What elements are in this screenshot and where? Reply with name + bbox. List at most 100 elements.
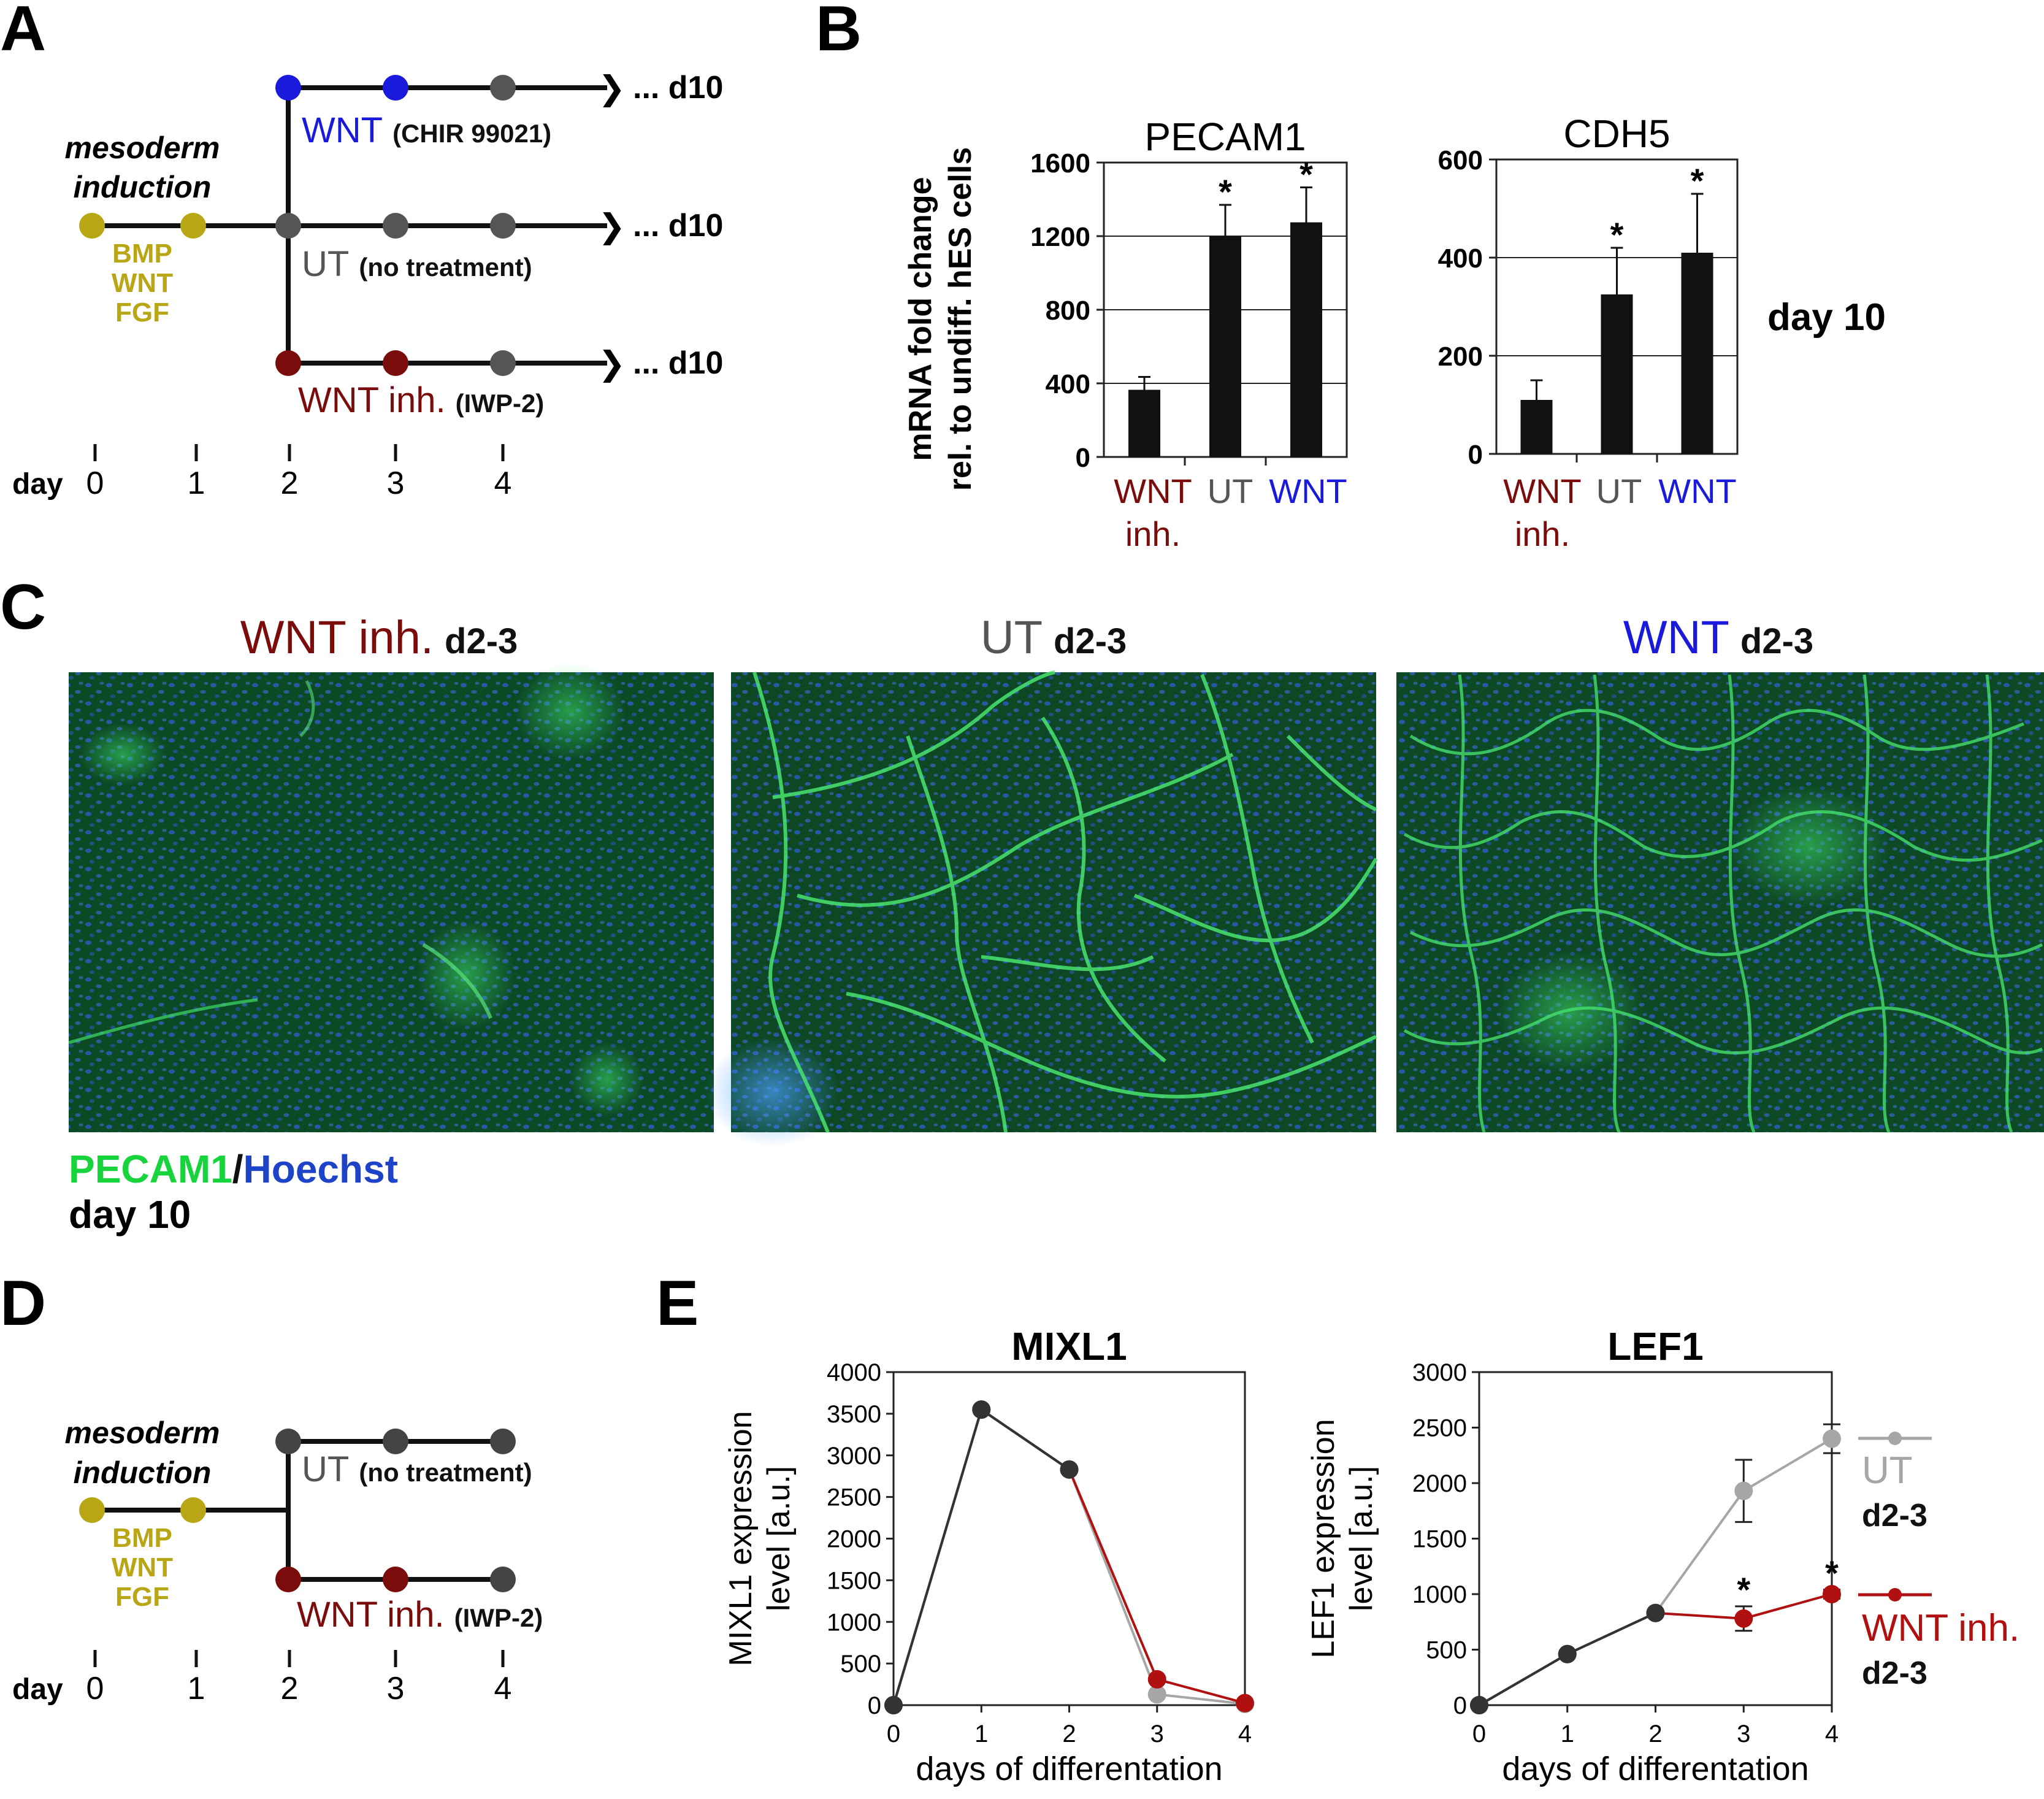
chart-title: CDH5 [1563,112,1670,156]
d-mesoderm-label: mesoderm [65,1416,220,1450]
data-point [1734,1481,1753,1500]
legend-inh-sub: d2-3 [1862,1655,1927,1691]
c-day10-label: day 10 [69,1192,191,1237]
x-tick-label: 1 [1561,1720,1574,1747]
y-tick-label: 0 [1453,1692,1467,1719]
chart-title: LEF1 [1607,1324,1703,1368]
x-tick-label: 0 [1472,1720,1486,1747]
wnt-dot [383,75,408,101]
y-axis-label: LEF1 expression [1306,1419,1341,1658]
legend-ut-marker [1888,1432,1902,1445]
c-title-wnt: WNT d2-3 [1623,612,1813,664]
y-tick-label: 2000 [827,1526,881,1553]
shared-line [892,1407,1070,1706]
factor-fgf: FGF [115,297,169,328]
micrograph-ut [705,670,1378,1147]
day-tick-label: 4 [494,466,512,501]
d-factor-bmp: BMP [112,1523,172,1553]
x-tick-label: 4 [1825,1720,1839,1747]
y-tick-label: 3000 [1412,1359,1467,1386]
series-line [892,1407,1246,1706]
y-axis-label: level [a.u.] [761,1466,797,1611]
data-point [1823,1585,1841,1603]
day-axis-label: day [12,1673,63,1706]
inh-dot [275,350,301,376]
day-axis-a: day 0 1 2 3 4 [12,444,511,501]
ut-dot [275,213,301,239]
meso-dot [180,1497,206,1523]
x-tick-label: 3 [1150,1720,1164,1747]
meso-dot [79,1497,105,1523]
y-tick-label: 2500 [1412,1415,1467,1442]
ut-dot [490,75,516,101]
data-point [1147,1670,1166,1689]
day-tick-label: 0 [86,1671,104,1706]
induction-label: induction [74,170,212,204]
bar [1209,236,1241,457]
cdh5-cat-inh: WNT [1503,472,1582,510]
y-tick-label: 4000 [827,1359,881,1386]
mixl1-line-chart: MIXL1 0 500 1000 1500 2000 2500 3000 3500 4000 0 1 2… [723,1324,1254,1787]
arrow-head: ❯ [598,208,626,245]
factor-bmp: BMP [112,239,172,269]
x-axis-label: days of differentation [916,1751,1222,1787]
c-title-inh: WNT inh. d2-3 [240,612,518,664]
d-factor-fgf: FGF [115,1582,169,1612]
panel-e: E MIXL1050010001500200025003000350040000… [656,1268,2019,1787]
y-tick-label: 1000 [827,1609,881,1636]
wnt-branch-label: WNT (CHIR 99021) [302,110,551,150]
d-ut-branch-label: UT (no treatment) [302,1449,532,1489]
micrograph-wnt-inh [68,662,714,1132]
day-axis-label: day [12,468,63,501]
lef1-line-chart: LEF1 0 500 1000 1500 2000 2500 3000 0 1 2 3 4 days of… [1306,1324,1841,1787]
y-axis-label: MIXL1 expression [723,1411,759,1666]
y-tick-label: 0 [1076,443,1090,473]
ut-dot [490,1567,516,1592]
bar [1681,253,1713,454]
bar [1601,294,1633,454]
significance-star: * [1219,172,1232,211]
cdh5-cat-ut: UT [1596,472,1642,510]
legend-ut-name: UT [1862,1449,1913,1492]
y-tick-label: 1200 [1030,222,1090,252]
d-inh-branch-label: WNT inh. (IWP-2) [297,1595,543,1635]
panel-d-letter: D [0,1268,46,1339]
pecam1-bar-chart: PECAM1 0 400 800 1200 1600 * * [1030,115,1348,473]
panel-a: A mesoderm induction ❯ ❯ ❯ ... d10 ... d… [0,0,723,501]
data-point [884,1696,903,1714]
data-point [1646,1603,1665,1622]
y-tick-label: 2000 [1412,1470,1467,1497]
panel-b-letter: B [816,0,862,64]
x-tick-label: 2 [1648,1720,1662,1747]
pecam1-cat-inh2: inh. [1125,515,1181,553]
bar [1520,400,1553,454]
x-tick-label: 1 [974,1720,988,1747]
pecam1-cat-wnt: WNT [1269,472,1347,510]
data-point [1147,1685,1166,1704]
panel-d: D mesoderm induction BMP WNT FGF UT (no t… [0,1268,543,1706]
bar [1128,389,1160,457]
x-tick-label: 0 [887,1720,900,1747]
inh-dot [275,1567,301,1592]
panel-e-letter: E [656,1268,699,1339]
y-tick-label: 1500 [1412,1526,1467,1553]
mesoderm-label: mesoderm [65,131,220,165]
legend-inh-marker [1888,1588,1902,1601]
data-point [1236,1694,1254,1713]
day-tick-label: 4 [494,1671,512,1706]
inh-dot [383,1567,408,1592]
cdh5-cat-wnt: WNT [1658,472,1737,510]
x-axis-label: days of differentation [1502,1751,1809,1787]
arrow-head: ❯ [598,70,626,107]
y-tick-label: 2500 [827,1484,881,1511]
data-point [1823,1429,1841,1448]
legend-inh-name: WNT inh. [1862,1607,2019,1649]
bar [1290,222,1322,457]
y-tick-label: 400 [1046,369,1090,399]
day-axis-d: day 0 1 2 3 4 [12,1650,511,1706]
ut-dot [275,1429,301,1454]
panel-b: B mRNA fold change rel. to undiff. hES c… [816,0,1886,553]
arrow-head: ❯ [598,345,626,383]
c-title-ut: UT d2-3 [981,612,1127,664]
